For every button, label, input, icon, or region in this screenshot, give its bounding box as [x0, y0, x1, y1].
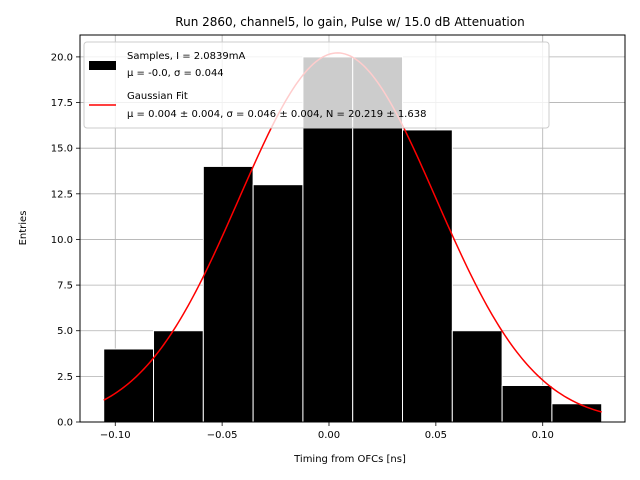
histogram-bar-0 — [103, 348, 155, 423]
y-axis-ticks: 0.0 2.5 5.0 7.5 10.0 12.5 15.0 17.5 20.0 — [51, 52, 80, 429]
legend-samples-stats: μ = -0.0, σ = 0.044 — [127, 68, 224, 79]
y-tick-label-4: 10.0 — [51, 235, 73, 246]
y-tick-label-0: 0.0 — [57, 418, 73, 429]
legend-box — [83, 41, 550, 129]
y-tick-label-3: 7.5 — [57, 281, 73, 292]
x-axis-ticks: −0.10 −0.05 0.00 0.05 0.10 — [100, 422, 554, 441]
histogram-bar-7 — [451, 330, 503, 423]
legend-fit-stats: μ = 0.004 ± 0.004, σ = 0.046 ± 0.004, N … — [127, 109, 426, 120]
x-tick-label-0: −0.10 — [100, 430, 131, 441]
histogram-bar-6 — [402, 129, 453, 423]
histogram-bar-3 — [252, 184, 304, 423]
legend-fit-label: Gaussian Fit — [127, 91, 188, 102]
histogram-bar-8 — [501, 384, 553, 423]
legend: Samples, I = 2.0839mA μ = -0.0, σ = 0.04… — [83, 41, 550, 129]
y-axis-label: Entries — [18, 211, 29, 246]
y-tick-label-7: 17.5 — [51, 98, 73, 109]
legend-samples-label: Samples, I = 2.0839mA — [127, 51, 245, 62]
x-axis-label: Timing from OFCs [ns] — [293, 454, 406, 465]
y-tick-label-6: 15.0 — [51, 144, 73, 155]
histogram-bar-1 — [153, 330, 204, 423]
y-tick-label-1: 2.5 — [57, 372, 73, 383]
x-tick-label-4: 0.10 — [532, 430, 554, 441]
chart-title: Run 2860, channel5, lo gain, Pulse w/ 15… — [175, 15, 524, 29]
legend-samples-swatch — [89, 61, 116, 70]
y-tick-label-5: 12.5 — [51, 189, 73, 200]
histogram-bar-2 — [202, 165, 254, 423]
histogram-bar-9 — [551, 403, 603, 423]
x-tick-label-1: −0.05 — [207, 430, 238, 441]
x-tick-label-3: 0.05 — [425, 430, 447, 441]
x-tick-label-2: 0.00 — [318, 430, 340, 441]
axes-frame — [79, 34, 626, 423]
y-tick-label-2: 5.0 — [57, 326, 73, 337]
y-tick-label-8: 20.0 — [51, 52, 73, 63]
